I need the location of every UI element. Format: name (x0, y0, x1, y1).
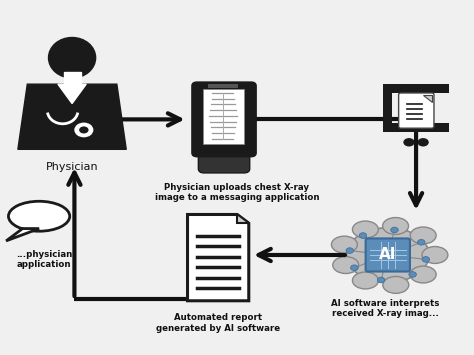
Bar (383, 84, 449, 93)
Circle shape (418, 138, 429, 147)
Ellipse shape (353, 221, 378, 238)
Polygon shape (58, 84, 86, 104)
Circle shape (346, 248, 354, 253)
Ellipse shape (383, 277, 409, 293)
Bar (383, 84, 392, 132)
Text: Physician uploads chest X-ray
image to a messaging application: Physician uploads chest X-ray image to a… (155, 183, 319, 202)
Circle shape (418, 240, 425, 245)
FancyBboxPatch shape (198, 147, 250, 173)
Polygon shape (188, 214, 249, 301)
Circle shape (403, 138, 415, 147)
FancyBboxPatch shape (192, 82, 256, 156)
Ellipse shape (48, 38, 96, 78)
Bar (64, 72, 81, 86)
Ellipse shape (9, 201, 70, 231)
FancyBboxPatch shape (399, 93, 434, 128)
Ellipse shape (422, 246, 448, 263)
Circle shape (351, 265, 358, 271)
Ellipse shape (346, 228, 429, 282)
Circle shape (377, 277, 385, 283)
Polygon shape (423, 95, 432, 102)
Circle shape (359, 233, 367, 238)
Ellipse shape (333, 257, 359, 273)
Ellipse shape (410, 227, 436, 244)
Polygon shape (6, 229, 39, 241)
Text: AI: AI (379, 247, 396, 262)
Text: ...physician
application: ...physician application (16, 250, 72, 269)
Text: Physician: Physician (46, 162, 99, 172)
Circle shape (75, 124, 92, 136)
FancyBboxPatch shape (365, 239, 410, 272)
Text: Automated report
generated by AI software: Automated report generated by AI softwar… (156, 313, 280, 333)
Polygon shape (237, 214, 249, 223)
Bar (208, 84, 238, 88)
Circle shape (409, 272, 416, 277)
Ellipse shape (331, 236, 357, 253)
Ellipse shape (410, 266, 436, 283)
Ellipse shape (353, 272, 378, 289)
Ellipse shape (383, 218, 409, 234)
Bar (202, 89, 244, 144)
Circle shape (391, 227, 398, 233)
Polygon shape (18, 84, 126, 149)
Circle shape (422, 257, 429, 262)
Text: AI software interprets
received X-ray imag...: AI software interprets received X-ray im… (331, 299, 439, 318)
Bar (383, 123, 449, 132)
Circle shape (79, 126, 89, 133)
